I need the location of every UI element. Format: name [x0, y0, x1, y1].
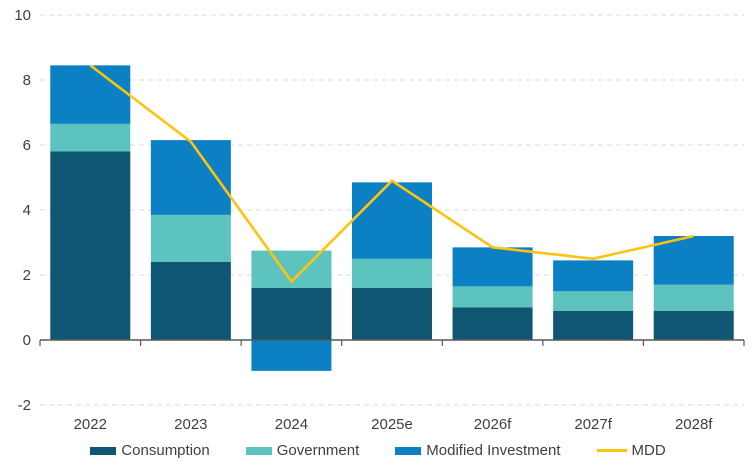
- y-tick-label-10: 10: [14, 7, 31, 24]
- legend-item-mdd: MDD: [596, 442, 666, 459]
- bar-segment-2027f-government: [553, 291, 634, 311]
- bar-segment-2022-consumption: [50, 151, 131, 340]
- x-category-label-2026f: 2026f: [474, 416, 512, 433]
- bar-segment-2027f-modified-investment: [553, 260, 634, 292]
- y-tick-label-0: 0: [23, 332, 31, 349]
- bar-segment-2028f-modified-investment: [653, 236, 734, 285]
- x-category-label-2022: 2022: [74, 416, 107, 433]
- legend-item-modified-investment: Modified Investment: [395, 442, 561, 459]
- x-category-label-2024: 2024: [275, 416, 308, 433]
- bar-segment-2026f-government: [452, 286, 533, 308]
- bar-segment-2026f-modified-investment: [452, 247, 533, 287]
- y-tick-label-4: 4: [23, 202, 31, 219]
- y-tick-label-6: 6: [23, 137, 31, 154]
- legend-label-consumption: Consumption: [121, 442, 210, 459]
- consumption-swatch-icon: [90, 446, 117, 455]
- bar-segment-2026f-consumption: [452, 307, 533, 340]
- legend-item-consumption: Consumption: [90, 442, 210, 459]
- bar-segment-2025e-modified-investment: [352, 182, 432, 259]
- bar-segment-2023-consumption: [150, 262, 231, 340]
- legend-label-government: Government: [276, 442, 360, 459]
- x-category-label-2028f: 2028f: [675, 416, 713, 433]
- bar-segment-2022-government: [50, 123, 131, 152]
- mdd-line-icon: [596, 449, 627, 452]
- y-tick-label-2: 2: [23, 267, 31, 284]
- bar-segment-2024-consumption: [251, 288, 332, 340]
- modified-investment-swatch-icon: [395, 446, 422, 455]
- legend-label-modified-investment: Modified Investment: [426, 442, 561, 459]
- bar-segment-2028f-consumption: [653, 310, 734, 340]
- x-category-label-2023: 2023: [174, 416, 207, 433]
- bar-segment-2022-modified-investment: [50, 65, 131, 124]
- legend: Consumption Government Modified Investme…: [0, 443, 756, 458]
- chart-canvas: -2 0 2 4 6 8 10 2022 2023 2024 2025e 2026f 2027f 2028…: [14, 7, 745, 433]
- bar-segment-2027f-consumption: [553, 310, 634, 340]
- bar-segment-2023-government: [150, 214, 231, 262]
- bar-segment-2025e-government: [352, 258, 432, 288]
- bar-segment-2024-modified-investment: [251, 340, 332, 371]
- bar-segment-2023-modified-investment: [150, 140, 231, 215]
- legend-label-mdd: MDD: [631, 442, 666, 459]
- legend-item-government: Government: [245, 442, 360, 459]
- y-tick-label--2: -2: [18, 397, 31, 414]
- y-tick-label-8: 8: [23, 72, 31, 89]
- bar-segment-2025e-consumption: [352, 288, 432, 340]
- x-category-label-2027f: 2027f: [574, 416, 612, 433]
- mdd-line: [89, 64, 695, 284]
- government-swatch-icon: [245, 446, 272, 455]
- bar-segment-2028f-government: [653, 284, 734, 311]
- x-category-label-2025e: 2025e: [371, 416, 413, 433]
